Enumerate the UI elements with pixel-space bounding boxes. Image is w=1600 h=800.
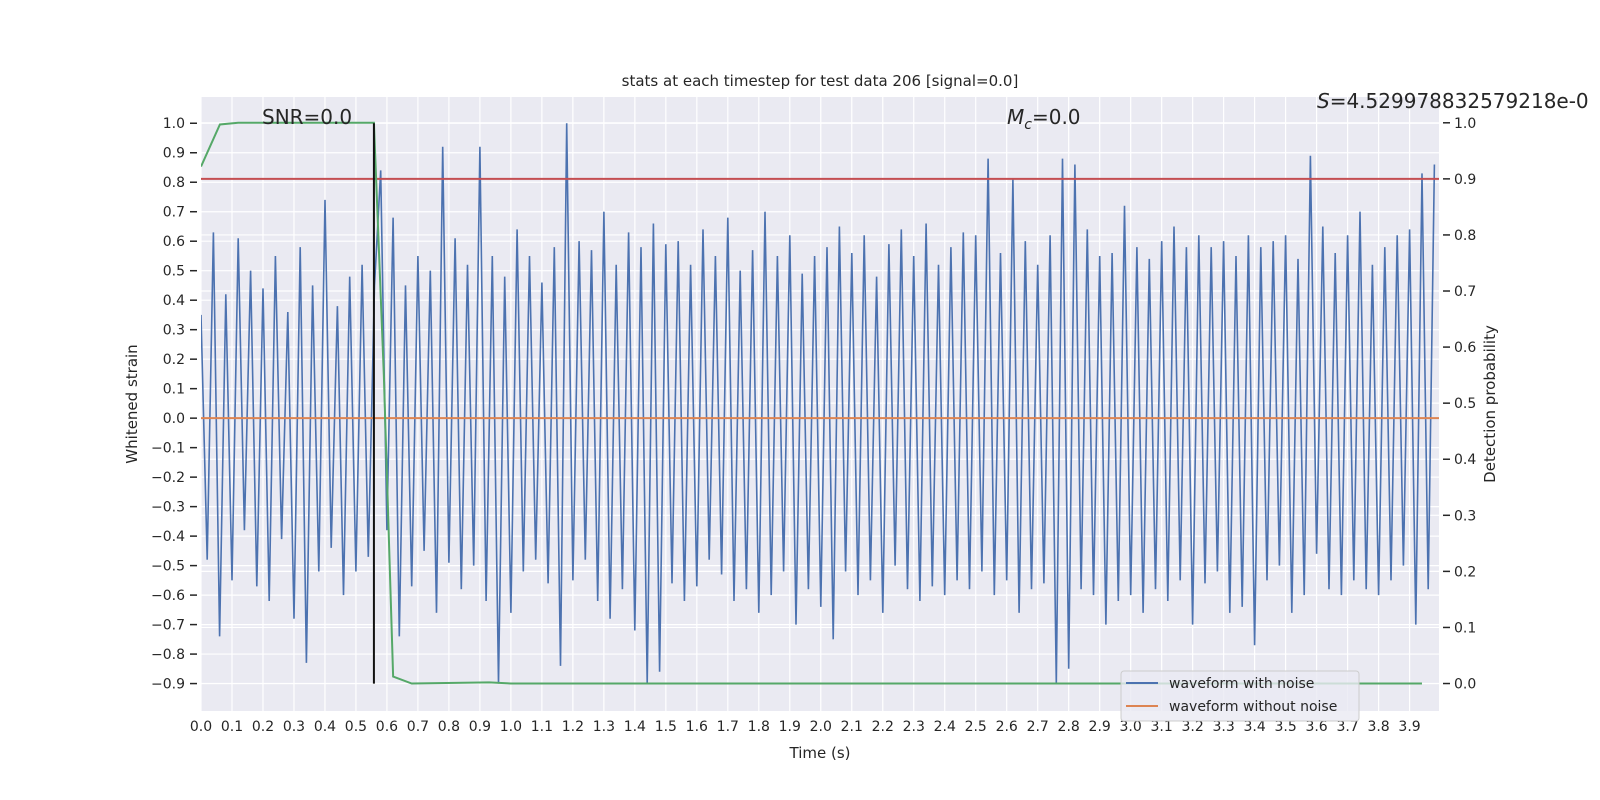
y-tick-label: 0.2 bbox=[163, 352, 185, 368]
x-tick-label: 3.4 bbox=[1243, 719, 1265, 735]
y-right-tick-label: 0.9 bbox=[1454, 172, 1476, 188]
x-tick-label: 3.3 bbox=[1212, 719, 1234, 735]
y-tick-label: 0.9 bbox=[163, 146, 185, 162]
x-axis-label: Time (s) bbox=[789, 744, 851, 762]
x-tick-label: 1.7 bbox=[717, 719, 739, 735]
x-tick-label: 0.4 bbox=[314, 719, 336, 735]
x-tick-label: 0.0 bbox=[190, 719, 212, 735]
detection-probability-line bbox=[201, 121, 1422, 685]
x-tick-label: 3.2 bbox=[1182, 719, 1204, 735]
x-tick-label: 1.4 bbox=[624, 719, 646, 735]
y-right-tick-label: 0.8 bbox=[1454, 228, 1476, 244]
x-tick-label: 3.1 bbox=[1151, 719, 1173, 735]
x-tick-label: 1.9 bbox=[779, 719, 801, 735]
y-tick-label: −0.4 bbox=[151, 529, 185, 545]
legend-label-noise: waveform with noise bbox=[1169, 676, 1314, 692]
x-tick-label: 2.5 bbox=[965, 719, 987, 735]
x-tick-label: 1.6 bbox=[686, 719, 708, 735]
x-tick-label: 3.9 bbox=[1398, 719, 1420, 735]
x-tick-label: 3.7 bbox=[1336, 719, 1358, 735]
x-tick-label: 3.8 bbox=[1367, 719, 1389, 735]
x-tick-label: 0.1 bbox=[221, 719, 243, 735]
y-tick-label: 1.0 bbox=[163, 116, 185, 132]
x-tick-label: 3.0 bbox=[1120, 719, 1142, 735]
y-tick-label: −0.9 bbox=[151, 677, 185, 693]
y-tick-label: 0.3 bbox=[163, 323, 185, 339]
snr-annotation: SNR=0.0 bbox=[262, 105, 352, 129]
s-annotation: S=4.529978832579218e-0 bbox=[1317, 89, 1589, 113]
x-tick-label: 0.3 bbox=[283, 719, 305, 735]
x-tick-label: 2.2 bbox=[872, 719, 894, 735]
y-right-tick-label: 0.5 bbox=[1454, 396, 1476, 412]
x-tick-label: 2.7 bbox=[1027, 719, 1049, 735]
x-tick-label: 3.6 bbox=[1305, 719, 1327, 735]
x-tick-label: 0.9 bbox=[469, 719, 491, 735]
y-tick-label: 0.7 bbox=[163, 205, 185, 221]
y-tick-label: −0.2 bbox=[151, 470, 185, 486]
y-tick-label: −0.8 bbox=[151, 647, 185, 663]
y-tick-label: −0.7 bbox=[151, 618, 185, 634]
x-tick-label: 0.2 bbox=[252, 719, 274, 735]
y-right-tick-label: 0.3 bbox=[1454, 508, 1476, 524]
y-right-tick-label: 0.0 bbox=[1454, 677, 1476, 693]
x-tick-label: 2.4 bbox=[934, 719, 956, 735]
x-tick-label: 1.1 bbox=[531, 719, 553, 735]
x-tick-label: 1.8 bbox=[748, 719, 770, 735]
x-tick-label: 0.8 bbox=[438, 719, 460, 735]
y-right-tick-label: 0.6 bbox=[1454, 340, 1476, 356]
y-axis-right-label: Detection probability bbox=[1481, 325, 1499, 483]
y-right-tick-label: 0.1 bbox=[1454, 620, 1476, 636]
y-tick-label: 0.4 bbox=[163, 293, 185, 309]
x-tick-label: 1.0 bbox=[500, 719, 522, 735]
legend-box bbox=[1120, 670, 1360, 722]
y-tick-label: −0.3 bbox=[151, 500, 185, 516]
x-tick-label: 0.5 bbox=[345, 719, 367, 735]
y-tick-label: 0.0 bbox=[163, 411, 185, 427]
x-tick-label: 2.6 bbox=[996, 719, 1018, 735]
y-tick-label: 0.5 bbox=[163, 264, 185, 280]
x-tick-label: 2.3 bbox=[903, 719, 925, 735]
y-tick-label: −0.5 bbox=[151, 559, 185, 575]
y-right-tick-label: 1.0 bbox=[1454, 116, 1476, 132]
x-tick-label: 0.7 bbox=[407, 719, 429, 735]
y-tick-label: 0.6 bbox=[163, 234, 185, 250]
x-tick-label: 1.2 bbox=[562, 719, 584, 735]
y-right-tick-label: 0.2 bbox=[1454, 564, 1476, 580]
x-tick-label: 2.9 bbox=[1089, 719, 1111, 735]
x-tick-label: 1.3 bbox=[593, 719, 615, 735]
x-tick-label: 0.6 bbox=[376, 719, 398, 735]
legend-label-clean: waveform without noise bbox=[1169, 699, 1337, 715]
y-right-tick-label: 0.4 bbox=[1454, 452, 1476, 468]
x-tick-label: 2.1 bbox=[841, 719, 863, 735]
x-tick-label: 2.8 bbox=[1058, 719, 1080, 735]
waveform-with-noise-line bbox=[201, 123, 1436, 684]
y-tick-label: 0.8 bbox=[163, 175, 185, 191]
x-tick-label: 1.5 bbox=[655, 719, 677, 735]
y-axis-label: Whitened strain bbox=[123, 344, 141, 463]
y-tick-label: 0.1 bbox=[163, 382, 185, 398]
y-tick-label: −0.6 bbox=[151, 588, 185, 604]
x-tick-label: 3.5 bbox=[1274, 719, 1296, 735]
y-tick-label: −0.1 bbox=[151, 441, 185, 457]
x-tick-label: 2.0 bbox=[810, 719, 832, 735]
y-right-tick-label: 0.7 bbox=[1454, 284, 1476, 300]
legend: waveform with noise waveform without noi… bbox=[1120, 670, 1360, 722]
chart-title: stats at each timestep for test data 206… bbox=[622, 72, 1019, 90]
chirp-mass-annotation: Mc=0.0 bbox=[1007, 105, 1081, 133]
